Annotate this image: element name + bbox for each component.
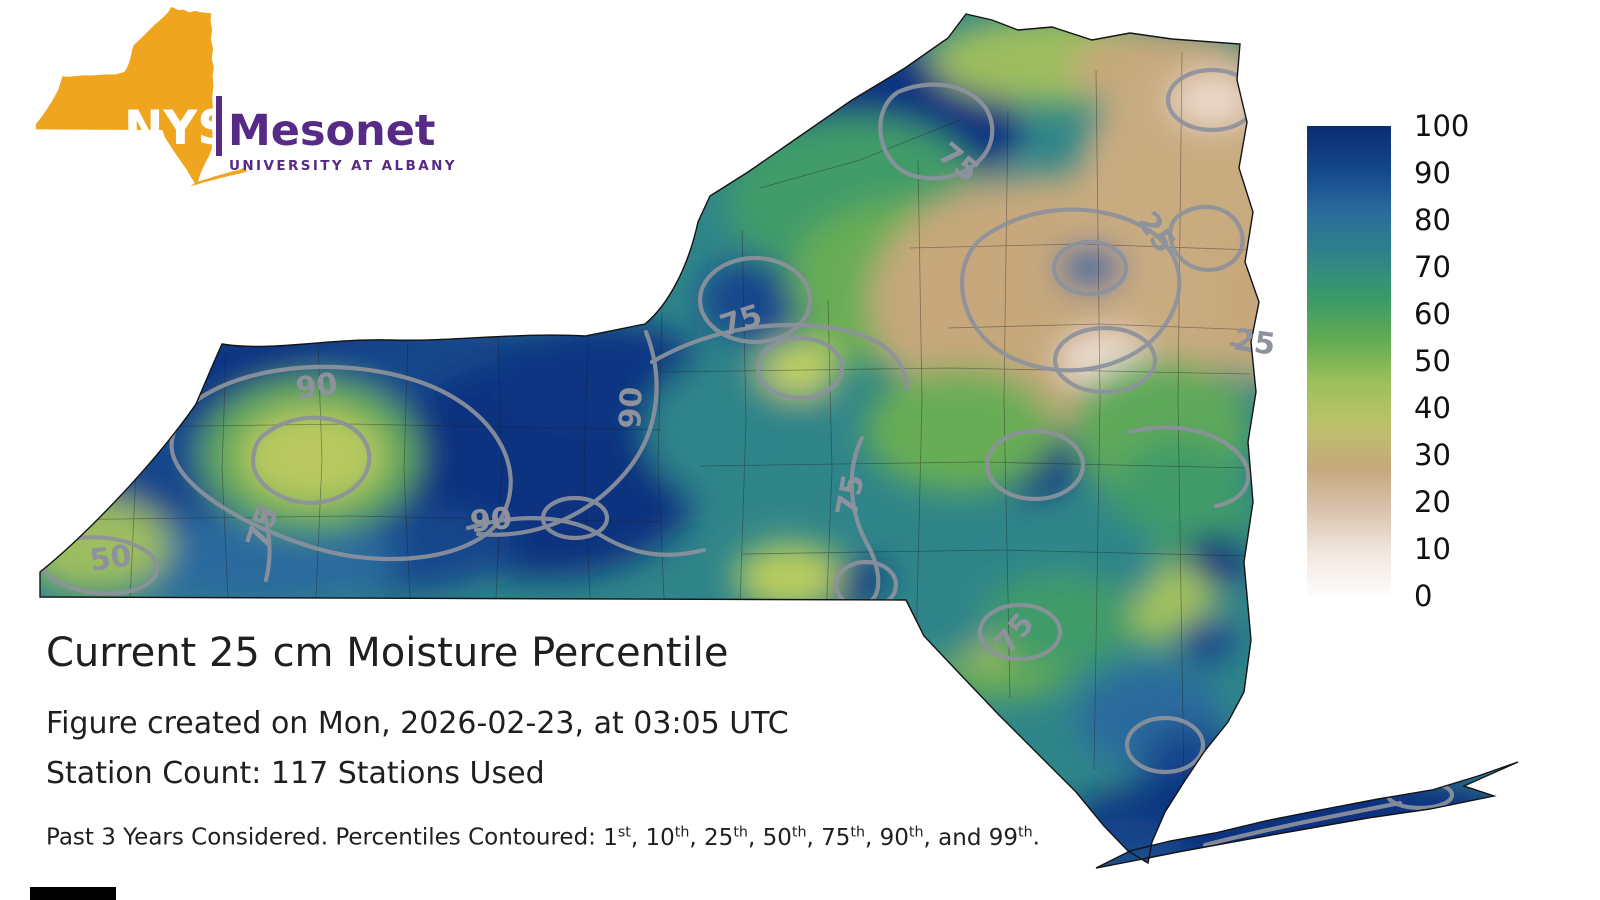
footnote: Past 3 Years Considered. Percentiles Con… [46, 824, 1040, 851]
logo-nys-text: NYS [124, 101, 231, 156]
colorbar-tick-label: 70 [1414, 250, 1451, 284]
cropped-footer-mark [30, 887, 116, 900]
figure-title: Current 25 cm Moisture Percentile [46, 630, 729, 676]
colorbar-tick-label: 20 [1414, 485, 1451, 519]
colorbar-tick-label: 90 [1414, 156, 1451, 190]
colorbar-tick-label: 10 [1414, 532, 1451, 566]
nys-mesonet-logo: NYS Mesonet UNIVERSITY AT ALBANY [35, 6, 457, 187]
logo-mesonet-text: Mesonet [228, 106, 435, 156]
station-count-line: Station Count: 117 Stations Used [46, 756, 545, 791]
logo-divider [216, 96, 222, 156]
colorbar-tick-label: 100 [1414, 109, 1470, 143]
colorbar-tick-label: 30 [1414, 438, 1451, 472]
colorbar-gradient [1307, 126, 1391, 596]
colorbar-tick-label: 80 [1414, 203, 1451, 237]
colorbar-tick-label: 50 [1414, 344, 1451, 378]
colorbar-tick-label: 0 [1414, 579, 1433, 613]
contour-label: 90 [468, 501, 513, 540]
contour-label: 75 [830, 472, 872, 519]
contour-label: 25 [1231, 322, 1277, 362]
footnote-items: 1st, 10th, 25th, 50th, 75th, 90th, and 9… [603, 824, 1033, 851]
created-timestamp-line: Figure created on Mon, 2026-02-23, at 03… [46, 706, 789, 741]
footnote-prefix: Past 3 Years Considered. Percentiles Con… [46, 824, 604, 851]
footnote-suffix: . [1032, 824, 1040, 851]
logo-university-text: UNIVERSITY AT ALBANY [229, 158, 457, 174]
contour-lines [40, 67, 1455, 848]
contour-label: 90 [294, 366, 340, 406]
logo-state-shape [35, 6, 214, 186]
contour-label: 90 [613, 386, 649, 429]
colorbar-tick-label: 60 [1414, 297, 1451, 331]
contour-label: 50 [88, 538, 134, 578]
colorbar-tick-label: 40 [1414, 391, 1451, 425]
